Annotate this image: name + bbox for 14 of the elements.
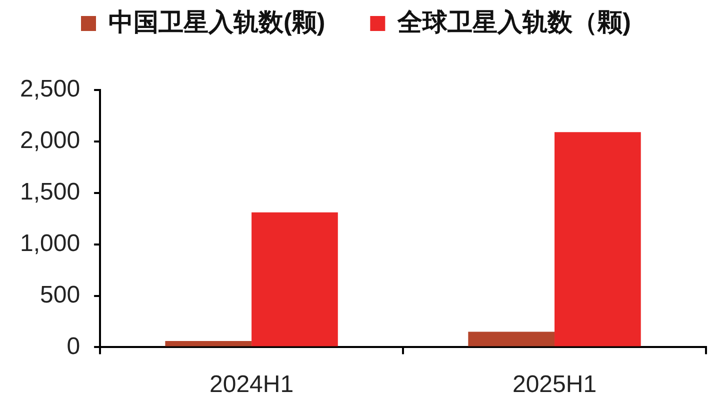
y-tick-label: 1,000 bbox=[20, 230, 80, 257]
legend-label: 全球卫星入轨数（颗) bbox=[396, 8, 631, 36]
bar bbox=[554, 132, 641, 346]
bar bbox=[468, 332, 555, 346]
y-tick-label: 500 bbox=[40, 281, 80, 308]
legend-label: 中国卫星入轨数(颗) bbox=[108, 8, 326, 36]
x-tick-label: 2025H1 bbox=[512, 371, 597, 398]
x-tick-label: 2024H1 bbox=[210, 371, 294, 398]
y-tick-label: 1,500 bbox=[20, 178, 80, 206]
y-tick-label: 2,500 bbox=[20, 76, 80, 103]
y-tick-label: 2,000 bbox=[20, 127, 80, 154]
bar bbox=[252, 212, 338, 346]
y-tick-label: 0 bbox=[66, 332, 80, 360]
bar bbox=[165, 341, 252, 346]
